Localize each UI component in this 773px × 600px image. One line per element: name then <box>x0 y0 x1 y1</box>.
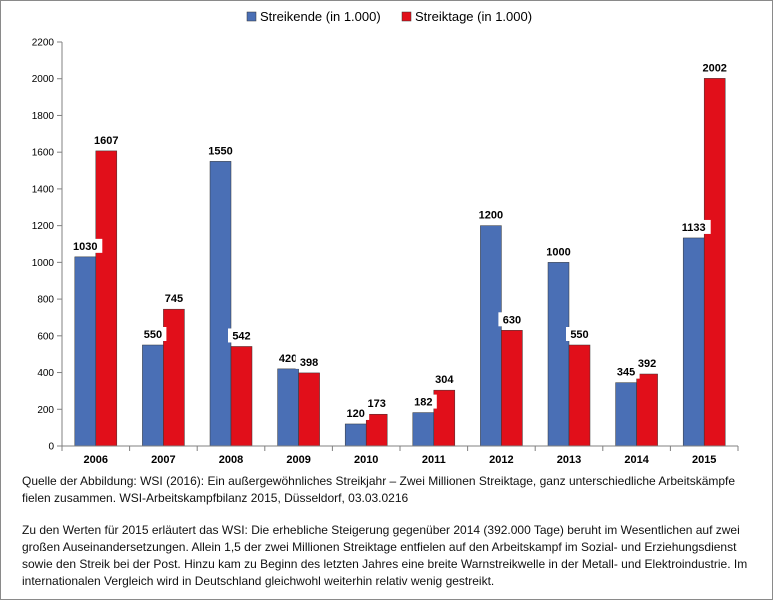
data-label-bg <box>139 327 167 341</box>
note-caption: Zu den Werten für 2015 erläutert das WSI… <box>22 523 748 588</box>
legend-swatch-streiktage <box>401 11 412 22</box>
data-label: 1030 <box>73 241 97 253</box>
bar-streiktage-2007 <box>163 308 185 447</box>
y-tick-label: 1200 <box>32 221 55 232</box>
bar-streiktage-2012 <box>501 330 523 447</box>
y-tick-label: 1600 <box>32 148 55 159</box>
x-axis: 2006 2007 2008 2009 2010 2011 2012 2013 2014 2015 <box>61 445 739 466</box>
bar-streiktage-2013 <box>568 344 591 447</box>
data-label-bg <box>274 350 302 365</box>
data-label-bg <box>160 291 188 306</box>
y-tick-label: 2000 <box>32 74 55 85</box>
bar-streiktage-2015 <box>703 78 726 447</box>
y-tick-label: 800 <box>37 295 54 306</box>
bar-streiktage-2010 <box>365 413 388 447</box>
bar-streikende-2008 <box>209 161 232 447</box>
bar-streiktage-2014 <box>636 373 658 447</box>
data-label-bg <box>409 394 437 409</box>
bar-streikende-2011 <box>412 412 435 447</box>
x-tick-label: 2015 <box>692 454 716 466</box>
bar-streikende-2009 <box>277 368 299 447</box>
data-label-bg <box>697 60 732 75</box>
data-label: 1607 <box>94 135 118 147</box>
x-tick-label: 2013 <box>557 454 581 466</box>
data-label: 542 <box>232 330 250 342</box>
data-label: 1200 <box>479 210 503 222</box>
legend-label: Streiktage (in 1.000) <box>415 9 532 24</box>
x-tick-label: 2011 <box>422 454 446 466</box>
y-tick-label: 1800 <box>32 111 55 122</box>
data-label: 550 <box>144 329 162 341</box>
legend-label: Streikende (in 1.000) <box>260 9 381 24</box>
bar-streiktage-2011 <box>433 389 456 447</box>
data-label-bg <box>295 354 323 369</box>
x-tick-label: 2014 <box>624 454 649 466</box>
data-label: 2002 <box>702 62 726 74</box>
x-tick-label: 2007 <box>151 454 175 466</box>
legend-swatch-streikende <box>246 11 257 22</box>
data-label: 420 <box>279 353 297 365</box>
y-tick-label: 400 <box>37 368 54 379</box>
data-label-bg <box>68 238 103 253</box>
y-tick-label: 1400 <box>32 184 55 195</box>
data-label-bg <box>612 364 640 379</box>
data-label-bg <box>498 312 526 327</box>
data-label-bg <box>541 244 576 259</box>
y-tick-label: 200 <box>37 405 54 416</box>
x-tick-label: 2012 <box>489 454 513 466</box>
x-tick-label: 2006 <box>84 454 108 466</box>
bar-streikende-2013 <box>547 262 570 447</box>
data-label-bg <box>203 143 238 158</box>
bar-streikende-2007 <box>142 344 164 447</box>
x-tick-label: 2010 <box>354 454 378 466</box>
bar-streikende-2014 <box>615 382 637 447</box>
bar-streiktage-2006 <box>95 150 118 447</box>
data-label-bg <box>89 132 124 147</box>
bar-streiktage-2008 <box>230 346 253 447</box>
bars <box>74 78 726 447</box>
data-label: 173 <box>368 398 386 410</box>
data-label: 745 <box>165 293 183 305</box>
bar-streiktage-2009 <box>298 372 320 447</box>
bar-streikende-2010 <box>344 423 367 447</box>
y-tick-label: 2200 <box>32 38 55 49</box>
data-label-bg <box>228 328 255 343</box>
x-tick-label: 2009 <box>286 454 310 466</box>
bar-streikende-2012 <box>480 225 502 447</box>
y-axis-ticks: 0 200 400 600 800 1000 1200 1400 1600 1800 2000 220… <box>32 38 63 453</box>
y-tick-label: 1000 <box>32 258 55 269</box>
data-label-bg <box>342 405 370 420</box>
data-label: 120 <box>347 408 365 420</box>
data-label: 550 <box>570 329 588 341</box>
legend: Streikende (in 1.000) Streiktage (in 1.00… <box>246 9 532 24</box>
bar-streikende-2006 <box>74 256 97 447</box>
y-tick-label: 600 <box>37 331 54 342</box>
data-label: 1133 <box>682 222 706 234</box>
data-label-bg <box>430 372 458 387</box>
data-label: 398 <box>300 357 318 369</box>
data-label-bg <box>473 207 508 222</box>
bar-chart: 0 200 400 600 800 1000 1200 1400 1600 1800 2000 220… <box>32 9 739 466</box>
x-tick-label: 2008 <box>219 454 243 466</box>
data-label: 182 <box>414 397 432 409</box>
bar-streikende-2015 <box>682 237 705 447</box>
data-label: 630 <box>503 314 521 326</box>
data-label-bg <box>633 356 661 371</box>
data-label: 1550 <box>208 145 232 157</box>
data-label: 392 <box>638 358 656 370</box>
source-caption: Quelle der Abbildung: WSI (2016): Ein au… <box>22 474 736 505</box>
data-label: 1000 <box>546 246 570 258</box>
data-label-bg <box>676 219 711 234</box>
data-label-bg <box>566 327 593 341</box>
y-tick-label: 0 <box>48 442 54 453</box>
data-label: 304 <box>435 374 454 386</box>
data-label-bg <box>363 396 391 411</box>
data-label: 345 <box>617 367 635 379</box>
